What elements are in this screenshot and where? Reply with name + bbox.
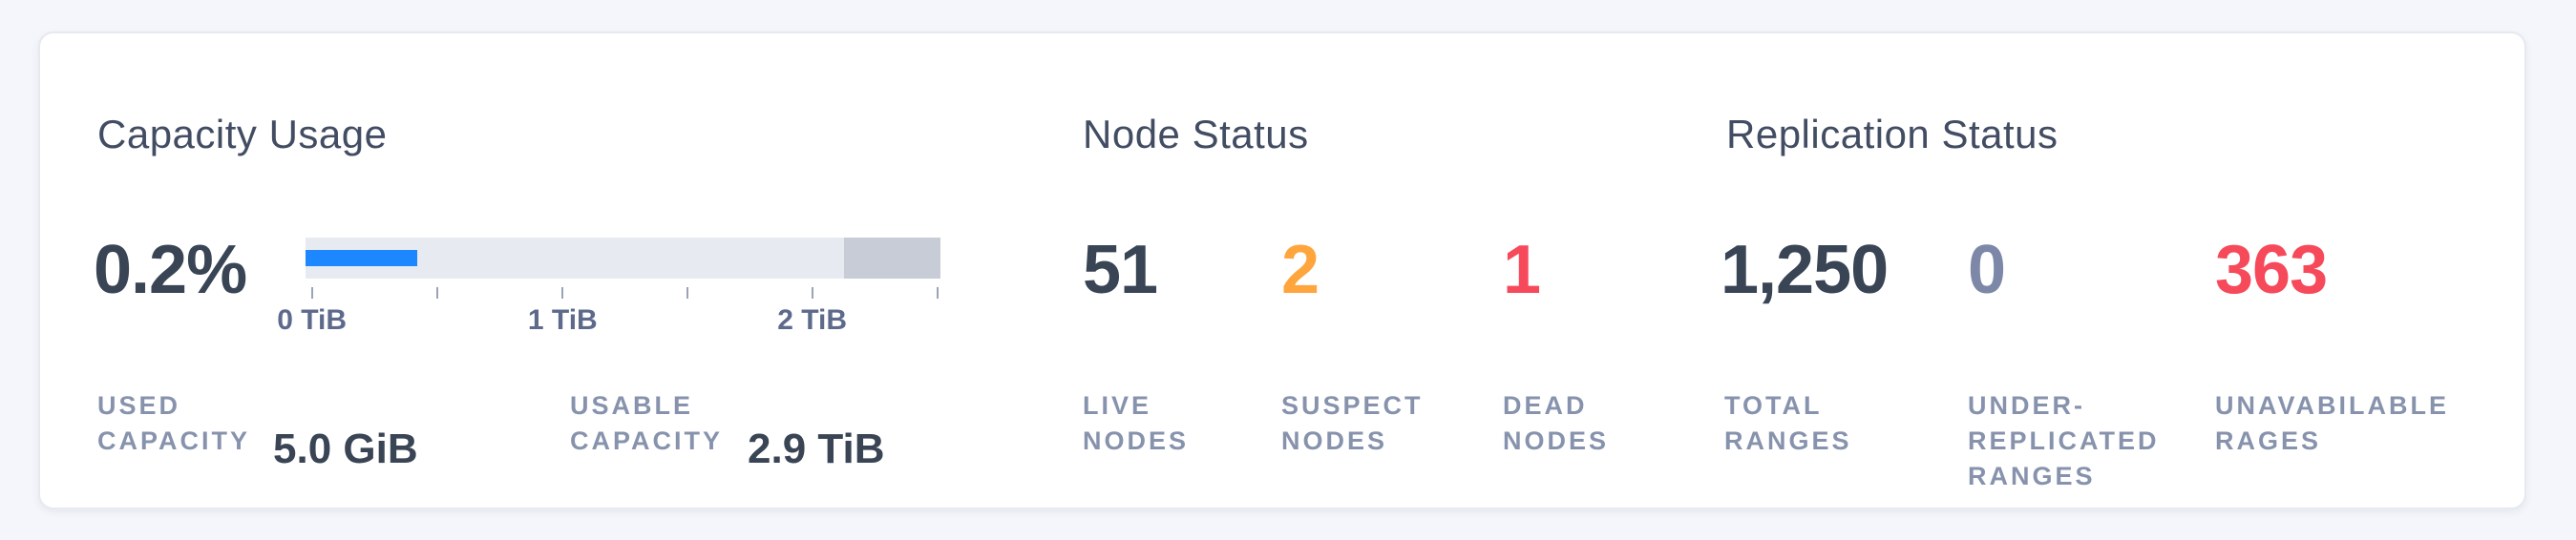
total-ranges-value: 1,250 bbox=[1721, 232, 1889, 308]
under-replicated-label-line1: UNDER- bbox=[1968, 391, 2085, 420]
used-capacity-label-line1: USED bbox=[97, 391, 181, 420]
total-ranges-label: TOTAL RANGES bbox=[1724, 388, 1852, 459]
axis-tick bbox=[686, 287, 689, 299]
live-nodes-value: 51 bbox=[1083, 232, 1158, 308]
suspect-nodes-label-line2: NODES bbox=[1281, 426, 1388, 455]
live-nodes-label-line1: LIVE bbox=[1083, 391, 1152, 420]
capacity-bar-chart bbox=[306, 238, 940, 279]
dead-nodes-value: 1 bbox=[1503, 232, 1541, 308]
total-ranges-label-line1: TOTAL bbox=[1724, 391, 1823, 420]
replication-status-title: Replication Status bbox=[1726, 112, 2059, 156]
used-capacity-value: 5.0 GiB bbox=[273, 426, 418, 472]
suspect-nodes-label: SUSPECT NODES bbox=[1281, 388, 1424, 459]
axis-tick bbox=[436, 287, 439, 299]
unavailable-ranges-label: UNAVABILABLE RAGES bbox=[2215, 388, 2449, 459]
under-replicated-ranges-label: UNDER- REPLICATED RANGES bbox=[1968, 388, 2160, 494]
capacity-percent-value: 0.2% bbox=[94, 232, 247, 308]
capacity-bar-reserved bbox=[843, 238, 940, 279]
axis-tick bbox=[310, 287, 313, 299]
unavailable-ranges-label-line1: UNAVABILABLE bbox=[2215, 391, 2449, 420]
live-nodes-label: LIVE NODES bbox=[1083, 388, 1189, 459]
dead-nodes-label: DEAD NODES bbox=[1503, 388, 1609, 459]
cluster-overview-card: Capacity Usage 0.2% 0 TiB 1 TiB 2 TiB USED… bbox=[38, 31, 2526, 509]
under-replicated-ranges-value: 0 bbox=[1968, 232, 2006, 308]
usable-capacity-label: USABLE CAPACITY bbox=[570, 388, 723, 459]
under-replicated-label-line3: RANGES bbox=[1968, 462, 2096, 490]
dead-nodes-label-line1: DEAD bbox=[1503, 391, 1588, 420]
capacity-bar-used bbox=[306, 250, 418, 266]
axis-tick-label: 2 TiB bbox=[777, 304, 848, 336]
suspect-nodes-value: 2 bbox=[1281, 232, 1320, 308]
capacity-axis: 0 TiB 1 TiB 2 TiB bbox=[277, 287, 940, 354]
used-capacity-label-line2: CAPACITY bbox=[97, 426, 251, 455]
usable-capacity-label-line1: USABLE bbox=[570, 391, 694, 420]
usable-capacity-value: 2.9 TiB bbox=[748, 426, 885, 472]
axis-tick-label: 1 TiB bbox=[527, 304, 598, 336]
axis-tick bbox=[936, 287, 939, 299]
live-nodes-label-line2: NODES bbox=[1083, 426, 1190, 455]
axis-tick bbox=[811, 287, 813, 299]
axis-tick bbox=[561, 287, 564, 299]
suspect-nodes-label-line1: SUSPECT bbox=[1281, 391, 1424, 420]
node-status-title: Node Status bbox=[1083, 112, 1309, 156]
unavailable-ranges-label-line2: RAGES bbox=[2215, 426, 2322, 455]
under-replicated-label-line2: REPLICATED bbox=[1968, 426, 2160, 455]
axis-tick-label: 0 TiB bbox=[277, 304, 348, 336]
dead-nodes-label-line2: NODES bbox=[1503, 426, 1610, 455]
capacity-usage-title: Capacity Usage bbox=[97, 112, 388, 156]
total-ranges-label-line2: RANGES bbox=[1724, 426, 1852, 455]
used-capacity-label: USED CAPACITY bbox=[97, 388, 250, 459]
unavailable-ranges-value: 363 bbox=[2215, 232, 2328, 308]
usable-capacity-label-line2: CAPACITY bbox=[570, 426, 724, 455]
